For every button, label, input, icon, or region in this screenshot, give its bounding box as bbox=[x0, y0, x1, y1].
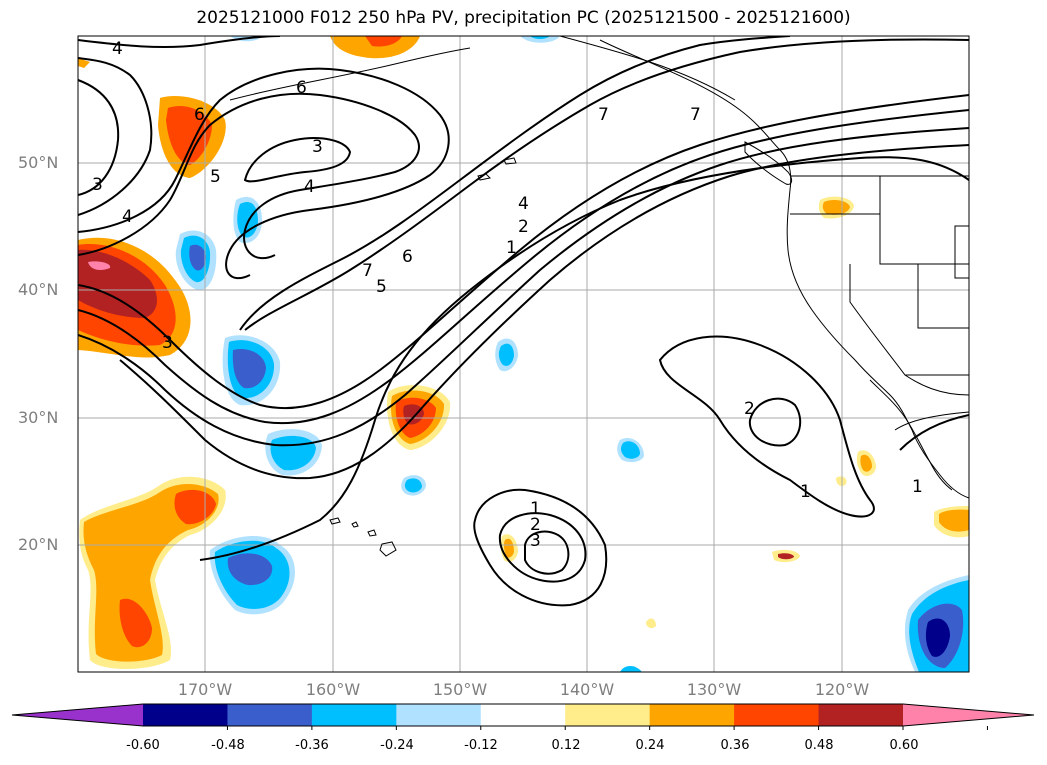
lat-label-20n: 20°N bbox=[18, 535, 59, 554]
colorbar-tick-label: 0.12 bbox=[551, 738, 581, 753]
contour-label: 5 bbox=[376, 277, 387, 297]
contour-label: 4 bbox=[304, 177, 315, 197]
contour-label: 1 bbox=[912, 477, 923, 497]
colorbar-extend-max bbox=[903, 704, 1034, 726]
colorbar-tick-label: -0.36 bbox=[295, 738, 329, 753]
lon-label-120w: 120°W bbox=[814, 680, 870, 699]
map-title: 2025121000 F012 250 hPa PV, precipitatio… bbox=[196, 8, 851, 28]
lon-label-150w: 150°W bbox=[432, 680, 488, 699]
lon-label-170w: 170°W bbox=[177, 680, 233, 699]
colorbar-tick-label: 0.48 bbox=[804, 738, 834, 753]
colorbar-extend-min bbox=[12, 704, 143, 726]
lat-label-40n: 40°N bbox=[18, 280, 59, 299]
colorbar-segment bbox=[396, 704, 482, 726]
contour-label: 4 bbox=[518, 194, 529, 214]
colorbar-tick-label: -0.12 bbox=[464, 738, 498, 753]
colorbar-outline bbox=[11, 703, 1035, 727]
colorbar-segment bbox=[143, 704, 228, 726]
colorbar-segment bbox=[480, 704, 566, 726]
map-plot-area: 4 6 3 4 5 3 4 6 7 5 3 6 4 2 1 7 7 2 1 1 … bbox=[78, 36, 969, 672]
contour-label: 4 bbox=[112, 39, 123, 59]
colorbar-segment bbox=[649, 704, 735, 726]
contour-label: 6 bbox=[194, 105, 205, 125]
contour-label: 1 bbox=[530, 499, 541, 519]
colorbar-segment bbox=[818, 704, 904, 726]
contour-label: 5 bbox=[210, 167, 221, 187]
contour-label: 6 bbox=[296, 78, 307, 98]
colorbar-tick-label: -0.24 bbox=[380, 738, 414, 753]
contour-label: 2 bbox=[518, 217, 529, 237]
contour-label: 4 bbox=[122, 207, 133, 227]
gridlines bbox=[78, 36, 969, 672]
contour-label: 2 bbox=[530, 515, 541, 535]
colorbar-tick-label: -0.60 bbox=[126, 738, 160, 753]
colorbar-segment bbox=[565, 704, 651, 726]
contour-label: 3 bbox=[162, 333, 173, 353]
contour-label: 6 bbox=[402, 247, 413, 267]
coastlines bbox=[229, 36, 969, 557]
colorbar-segment bbox=[734, 704, 820, 726]
colorbar bbox=[11, 703, 1035, 730]
colorbar-tick-label: 0.24 bbox=[635, 738, 665, 753]
lon-label-160w: 160°W bbox=[305, 680, 361, 699]
lat-label-50n: 50°N bbox=[18, 153, 59, 172]
lon-label-140w: 140°W bbox=[559, 680, 615, 699]
lat-label-30n: 30°N bbox=[18, 408, 59, 427]
contour-label: 7 bbox=[690, 105, 701, 125]
contour-label: 2 bbox=[744, 399, 755, 419]
contour-labels: 4 6 3 4 5 3 4 6 7 5 3 6 4 2 1 7 7 2 1 1 … bbox=[92, 39, 923, 551]
colorbar-tick-label: 0.36 bbox=[720, 738, 750, 753]
contour-label: 3 bbox=[92, 175, 103, 195]
contour-label: 3 bbox=[312, 137, 323, 157]
map-frame bbox=[77, 35, 970, 673]
colorbar-tick-label: 0.60 bbox=[889, 738, 919, 753]
contour-label: 1 bbox=[506, 238, 517, 258]
contour-label: 1 bbox=[800, 482, 811, 502]
lon-label-130w: 130°W bbox=[686, 680, 742, 699]
pv-contours bbox=[78, 36, 969, 607]
contour-label: 7 bbox=[362, 261, 373, 281]
contour-label: 3 bbox=[530, 531, 541, 551]
contour-label: 7 bbox=[598, 105, 609, 125]
colorbar-tick-label: -0.48 bbox=[211, 738, 245, 753]
colorbar-segment bbox=[227, 704, 313, 726]
colorbar-segment bbox=[311, 704, 397, 726]
